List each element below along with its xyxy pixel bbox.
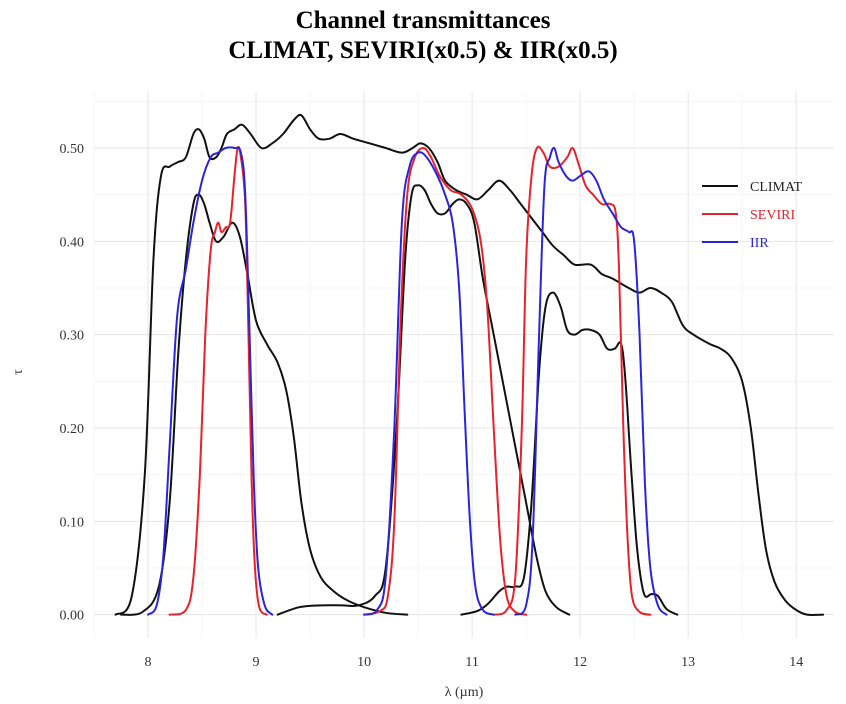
x-tick-label: 13 [681,655,695,670]
y-tick-label: 0.00 [60,609,85,624]
x-axis-ticks: 8 9 10 11 12 13 14 [145,655,804,670]
x-tick-label: 14 [789,655,803,670]
series-lines [114,113,825,617]
series-line-seviri-3 [492,145,652,616]
series-line-seviri-2 [363,147,528,616]
y-tick-label: 0.40 [60,235,85,250]
series-line-seviri-1 [168,145,268,616]
x-tick-label: 8 [145,655,152,670]
legend: CLIMAT SEVIRI IIR [702,180,803,251]
y-axis-ticks: 0.00 0.10 0.20 0.30 0.40 0.50 [60,142,85,624]
series-line-iir-2 [363,151,495,616]
x-axis-label: λ (µm) [445,685,484,700]
legend-label-iir: IIR [750,236,769,251]
y-tick-label: 0.30 [60,329,85,344]
series-line-iir-3 [514,146,668,616]
x-tick-label: 12 [573,655,587,670]
x-tick-label: 10 [357,655,371,670]
chart-title: Channel transmittances [295,7,551,34]
chart-title-block: Channel transmittances CLIMAT, SEVIRI(x0… [0,6,846,66]
series-line-climat-3 [276,184,571,616]
x-tick-label: 9 [253,655,260,670]
plot-panel [94,92,834,638]
series-line-climat-2 [120,193,409,616]
series-line-climat-1 [114,113,825,617]
y-tick-label: 0.20 [60,422,85,437]
chart-subtitle: CLIMAT, SEVIRI(x0.5) & IIR(x0.5) [228,37,618,64]
y-axis-label: τ [11,369,26,375]
y-tick-label: 0.50 [60,142,85,157]
x-tick-label: 11 [465,655,478,670]
gridlines [93,92,834,638]
y-tick-label: 0.10 [60,515,85,530]
legend-label-climat: CLIMAT [750,180,803,195]
series-line-iir-1 [147,146,274,616]
legend-label-seviri: SEVIRI [750,208,795,223]
